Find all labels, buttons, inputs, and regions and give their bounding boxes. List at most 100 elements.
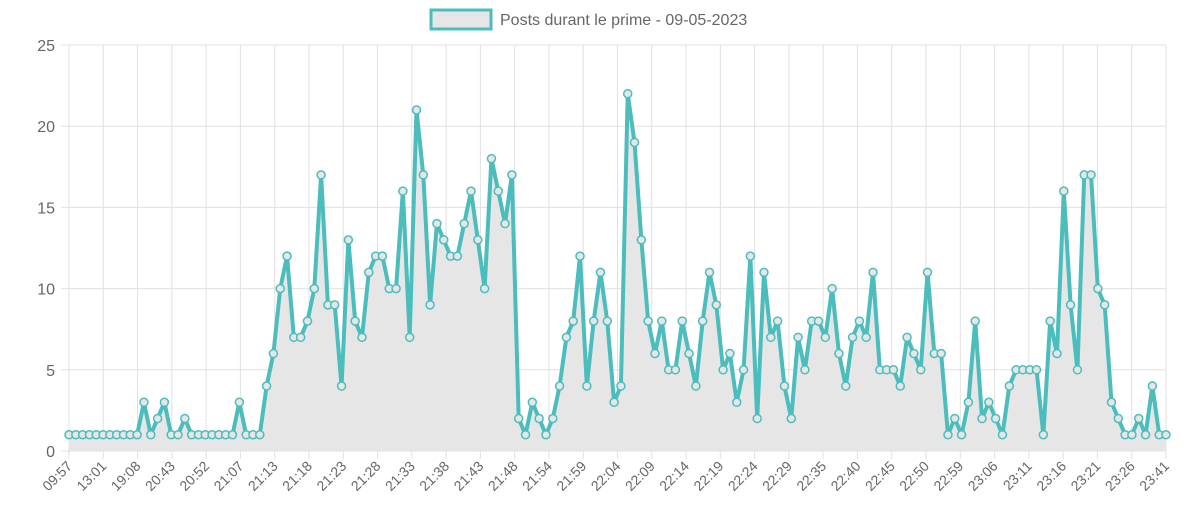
data-point[interactable] — [786, 413, 796, 424]
data-point[interactable] — [766, 332, 776, 343]
data-point[interactable] — [534, 413, 544, 424]
data-point[interactable] — [827, 283, 837, 294]
data-point[interactable] — [984, 397, 994, 408]
data-point[interactable] — [568, 316, 578, 326]
data-point[interactable] — [1052, 348, 1062, 359]
data-point[interactable] — [282, 251, 292, 261]
data-point[interactable] — [1099, 300, 1110, 310]
legend[interactable]: Posts durant le prime - 09-05-2023 — [429, 8, 747, 31]
data-point[interactable] — [146, 430, 156, 440]
data-point[interactable] — [541, 430, 551, 440]
data-point[interactable] — [507, 170, 517, 180]
data-point[interactable] — [139, 397, 149, 408]
data-point[interactable] — [800, 365, 810, 375]
data-point[interactable] — [861, 332, 871, 343]
data-point[interactable] — [527, 397, 538, 408]
data-point[interactable] — [1086, 170, 1096, 180]
data-point[interactable] — [888, 365, 899, 375]
data-point[interactable] — [731, 397, 742, 408]
data-point[interactable] — [1072, 365, 1083, 375]
data-point[interactable] — [425, 300, 435, 310]
data-point[interactable] — [677, 316, 687, 326]
data-point[interactable] — [854, 316, 865, 326]
data-point[interactable] — [670, 365, 681, 375]
data-point[interactable] — [316, 170, 326, 180]
data-point[interactable] — [902, 332, 912, 343]
data-point[interactable] — [275, 283, 285, 294]
data-point[interactable] — [1045, 316, 1055, 326]
data-point[interactable] — [343, 235, 354, 245]
data-point[interactable] — [398, 186, 408, 196]
data-point[interactable] — [820, 332, 831, 343]
data-point[interactable] — [725, 348, 735, 359]
data-point[interactable] — [718, 365, 728, 375]
data-point[interactable] — [936, 348, 946, 359]
data-point[interactable] — [377, 251, 388, 261]
data-point[interactable] — [956, 430, 967, 440]
data-point[interactable] — [990, 413, 1001, 424]
data-point[interactable] — [159, 397, 170, 408]
data-point[interactable] — [329, 300, 340, 310]
data-point[interactable] — [704, 267, 715, 278]
data-point[interactable] — [595, 267, 606, 278]
data-point[interactable] — [452, 251, 463, 261]
data-point[interactable] — [950, 413, 960, 424]
data-point[interactable] — [152, 413, 163, 424]
data-point[interactable] — [548, 413, 558, 424]
data-point[interactable] — [697, 316, 708, 326]
data-point[interactable] — [1106, 397, 1117, 408]
data-point[interactable] — [357, 332, 367, 343]
data-point[interactable] — [466, 186, 476, 196]
data-point[interactable] — [997, 430, 1008, 440]
data-point[interactable] — [847, 332, 858, 343]
data-point[interactable] — [404, 332, 415, 343]
data-point[interactable] — [582, 381, 592, 391]
data-point[interactable] — [364, 267, 374, 278]
data-point[interactable] — [793, 332, 803, 343]
data-point[interactable] — [1093, 283, 1103, 294]
data-point[interactable] — [813, 316, 824, 326]
data-point[interactable] — [1031, 365, 1042, 375]
data-point[interactable] — [1147, 381, 1158, 391]
data-point[interactable] — [173, 430, 183, 440]
data-point[interactable] — [1004, 381, 1015, 391]
data-point[interactable] — [234, 397, 245, 408]
data-point[interactable] — [1140, 430, 1151, 440]
data-point[interactable] — [479, 283, 490, 294]
data-point[interactable] — [520, 430, 531, 440]
data-point[interactable] — [486, 153, 497, 164]
data-point[interactable] — [657, 316, 667, 326]
data-point[interactable] — [622, 88, 633, 99]
data-point[interactable] — [752, 413, 762, 424]
data-point[interactable] — [554, 381, 565, 391]
data-point[interactable] — [1038, 430, 1049, 440]
legend-swatch[interactable] — [429, 8, 493, 31]
data-point[interactable] — [561, 332, 572, 343]
data-point[interactable] — [977, 413, 987, 424]
data-point[interactable] — [963, 397, 974, 408]
data-point[interactable] — [302, 316, 313, 326]
data-point[interactable] — [691, 381, 701, 391]
data-point[interactable] — [261, 381, 272, 391]
data-point[interactable] — [895, 381, 906, 391]
data-point[interactable] — [834, 348, 844, 359]
data-point[interactable] — [180, 413, 190, 424]
data-point[interactable] — [1065, 300, 1076, 310]
data-point[interactable] — [1059, 186, 1069, 196]
data-point[interactable] — [772, 316, 783, 326]
data-point[interactable] — [602, 316, 613, 326]
data-point[interactable] — [636, 235, 647, 245]
data-point[interactable] — [391, 283, 401, 294]
data-point[interactable] — [609, 397, 619, 408]
legend-label[interactable]: Posts durant le prime - 09-05-2023 — [500, 12, 747, 29]
data-point[interactable] — [841, 381, 851, 391]
data-point[interactable] — [295, 332, 306, 343]
data-point[interactable] — [418, 170, 429, 180]
data-point[interactable] — [227, 430, 238, 440]
data-point[interactable] — [255, 430, 265, 440]
data-point[interactable] — [738, 365, 749, 375]
data-point[interactable] — [745, 251, 756, 261]
data-point[interactable] — [1134, 413, 1144, 424]
data-point[interactable] — [439, 235, 449, 245]
data-point[interactable] — [350, 316, 360, 326]
